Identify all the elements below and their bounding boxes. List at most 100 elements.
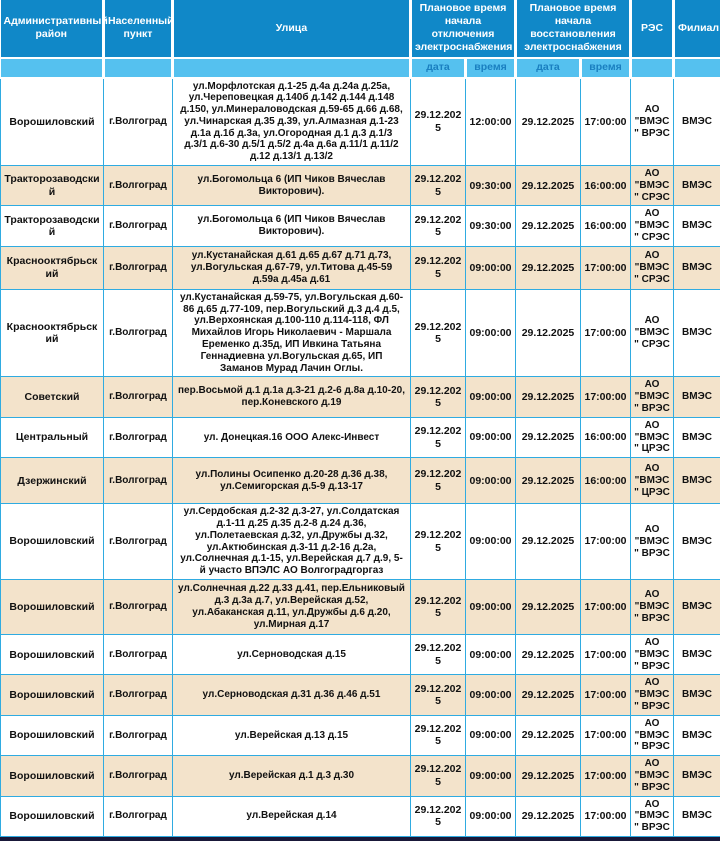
restore-date-cell: 29.12.2025	[516, 246, 581, 289]
restore-time-cell: 17:00:00	[581, 796, 631, 836]
restore-date-cell: 29.12.2025	[516, 796, 581, 836]
restore-date-cell: 29.12.2025	[516, 580, 581, 635]
restore-date-cell: 29.12.2025	[516, 756, 581, 796]
outage-time-cell: 09:00:00	[466, 675, 516, 715]
settlement-cell: г.Волгоград	[104, 246, 173, 289]
restore-time-cell: 17:00:00	[581, 377, 631, 417]
outage-time-cell: 09:00:00	[466, 756, 516, 796]
settlement-cell: г.Волгоград	[104, 78, 173, 166]
restore-time-cell: 16:00:00	[581, 206, 631, 246]
restore-time-cell: 17:00:00	[581, 675, 631, 715]
table-row: Ворошиловский г.Волгоград ул.Морфлотская…	[1, 78, 720, 166]
district-cell: Советский	[1, 377, 104, 417]
restore-date-cell: 29.12.2025	[516, 458, 581, 504]
branch-cell: ВМЭС	[674, 796, 720, 836]
branch-cell: ВМЭС	[674, 580, 720, 635]
restore-date-cell: 29.12.2025	[516, 289, 581, 377]
district-cell: Дзержинский	[1, 458, 104, 504]
street-cell: ул.Верейская д.13 д.15	[173, 715, 411, 755]
settlement-cell: г.Волгоград	[104, 417, 173, 457]
settlement-cell: г.Волгоград	[104, 206, 173, 246]
col-header-outage: Плановое время начала отключения электро…	[411, 0, 516, 58]
settlement-cell: г.Волгоград	[104, 580, 173, 635]
restore-time-cell: 17:00:00	[581, 715, 631, 755]
district-cell: Ворошиловский	[1, 715, 104, 755]
branch-cell: ВМЭС	[674, 206, 720, 246]
res-cell: АО "ВМЭС" ВРЭС	[631, 377, 674, 417]
subheader-outage-time: время	[466, 58, 516, 78]
outage-date-cell: 29.12.2025	[411, 715, 466, 755]
street-cell: ул.Солнечная д.22 д.33 д.41, пер.Ельнико…	[173, 580, 411, 635]
table-row: Ворошиловский г.Волгоград ул.Верейская д…	[1, 756, 720, 796]
district-cell: Тракторозаводский	[1, 206, 104, 246]
table-header: Административный район Населенный пункт …	[1, 0, 720, 78]
district-cell: Краснооктябрьский	[1, 289, 104, 377]
outage-time-cell: 09:30:00	[466, 206, 516, 246]
table-row: Ворошиловский г.Волгоград ул.Серноводска…	[1, 635, 720, 675]
branch-cell: ВМЭС	[674, 756, 720, 796]
settlement-cell: г.Волгоград	[104, 675, 173, 715]
street-cell: пер.Восьмой д.1 д.1а д.3-21 д.2-6 д.8а д…	[173, 377, 411, 417]
restore-date-cell: 29.12.2025	[516, 166, 581, 206]
col-header-district: Административный район	[1, 0, 104, 58]
outage-time-cell: 09:00:00	[466, 377, 516, 417]
street-cell: ул.Богомольца 6 (ИП Чиков Вячеслав Викто…	[173, 206, 411, 246]
outage-date-cell: 29.12.2025	[411, 756, 466, 796]
district-cell: Ворошиловский	[1, 675, 104, 715]
district-cell: Ворошиловский	[1, 504, 104, 580]
outage-date-cell: 29.12.2025	[411, 635, 466, 675]
subheader-empty	[173, 58, 411, 78]
street-cell: ул.Морфлотская д.1-25 д.4а д.24а д.25а, …	[173, 78, 411, 166]
branch-cell: ВМЭС	[674, 417, 720, 457]
res-cell: АО "ВМЭС" ВРЭС	[631, 796, 674, 836]
restore-date-cell: 29.12.2025	[516, 675, 581, 715]
district-cell: Центральный	[1, 417, 104, 457]
district-cell: Ворошиловский	[1, 756, 104, 796]
table-row: Тракторозаводский г.Волгоград ул.Богомол…	[1, 206, 720, 246]
res-cell: АО "ВМЭС" ВРЭС	[631, 504, 674, 580]
res-cell: АО "ВМЭС" СРЭС	[631, 246, 674, 289]
table-row: Советский г.Волгоград пер.Восьмой д.1 д.…	[1, 377, 720, 417]
outage-date-cell: 29.12.2025	[411, 377, 466, 417]
outage-date-cell: 29.12.2025	[411, 289, 466, 377]
res-cell: АО "ВМЭС" СРЭС	[631, 166, 674, 206]
restore-time-cell: 16:00:00	[581, 458, 631, 504]
table-row: Ворошиловский г.Волгоград ул.Верейская д…	[1, 796, 720, 836]
table-row: Дзержинский г.Волгоград ул.Полины Осипен…	[1, 458, 720, 504]
subheader-row: дата время дата время	[1, 58, 720, 78]
outage-time-cell: 09:00:00	[466, 458, 516, 504]
subheader-empty	[674, 58, 720, 78]
restore-time-cell: 17:00:00	[581, 504, 631, 580]
district-cell: Ворошиловский	[1, 580, 104, 635]
outage-time-cell: 09:30:00	[466, 166, 516, 206]
outage-date-cell: 29.12.2025	[411, 504, 466, 580]
outage-time-cell: 09:00:00	[466, 417, 516, 457]
restore-date-cell: 29.12.2025	[516, 206, 581, 246]
settlement-cell: г.Волгоград	[104, 635, 173, 675]
table-row: Краснооктябрьский г.Волгоград ул.Кустана…	[1, 289, 720, 377]
subheader-outage-date: дата	[411, 58, 466, 78]
res-cell: АО "ВМЭС" ВРЭС	[631, 635, 674, 675]
restore-date-cell: 29.12.2025	[516, 377, 581, 417]
table-row: Тракторозаводский г.Волгоград ул.Богомол…	[1, 166, 720, 206]
table-row: Ворошиловский г.Волгоград ул.Сердобская …	[1, 504, 720, 580]
street-cell: ул. Донецкая.16 ООО Алекс-Инвест	[173, 417, 411, 457]
restore-date-cell: 29.12.2025	[516, 715, 581, 755]
outage-date-cell: 29.12.2025	[411, 417, 466, 457]
outage-date-cell: 29.12.2025	[411, 796, 466, 836]
street-cell: ул.Верейская д.1 д.3 д.30	[173, 756, 411, 796]
restore-date-cell: 29.12.2025	[516, 417, 581, 457]
street-cell: ул.Кустанайская д.59-75, ул.Вогульская д…	[173, 289, 411, 377]
restore-time-cell: 17:00:00	[581, 246, 631, 289]
res-cell: АО "ВМЭС" СРЭС	[631, 206, 674, 246]
res-cell: АО "ВМЭС" ВРЭС	[631, 78, 674, 166]
district-cell: Краснооктябрьский	[1, 246, 104, 289]
table-row: Ворошиловский г.Волгоград ул.Серноводска…	[1, 675, 720, 715]
branch-cell: ВМЭС	[674, 166, 720, 206]
branch-cell: ВМЭС	[674, 675, 720, 715]
settlement-cell: г.Волгоград	[104, 377, 173, 417]
street-cell: ул.Кустанайская д.61 д.65 д.67 д.71 д.73…	[173, 246, 411, 289]
settlement-cell: г.Волгоград	[104, 166, 173, 206]
street-cell: ул.Сердобская д.2-32 д.3-27, ул.Солдатск…	[173, 504, 411, 580]
outage-time-cell: 09:00:00	[466, 580, 516, 635]
